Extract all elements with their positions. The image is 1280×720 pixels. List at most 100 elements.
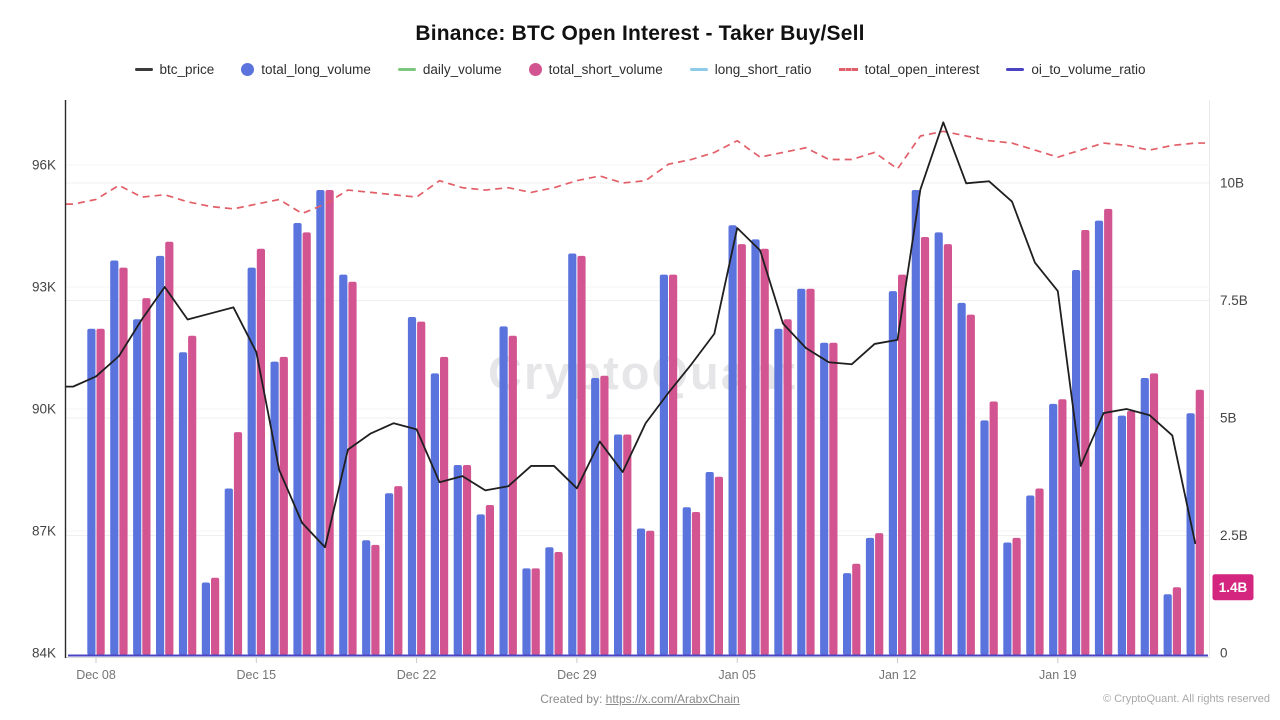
- bar-short-Dec 30: [600, 375, 609, 655]
- bar-short-Jan 09: [829, 342, 838, 655]
- legend-item-long_short_ratio[interactable]: long_short_ratio: [689, 62, 812, 77]
- bar-long-Dec 22: [407, 316, 417, 655]
- bar-long-Dec 31: [614, 434, 623, 655]
- legend-label: btc_price: [159, 62, 215, 77]
- bar-short-Dec 08: [96, 328, 105, 655]
- total_long_volume-marker-icon: [241, 63, 255, 76]
- legend-item-btc_price[interactable]: btc_price: [134, 62, 215, 77]
- legend-label: daily_volume: [422, 62, 502, 77]
- legend-label: total_long_volume: [261, 62, 371, 77]
- daily_volume-marker-icon: [397, 68, 416, 71]
- bar-long-Jan 14: [934, 232, 943, 655]
- bar-short-Jan 12: [898, 274, 907, 655]
- bar-long-Dec 13: [201, 582, 210, 655]
- bar-long-Jan 20: [1072, 269, 1081, 655]
- left-tick-label: 93K: [32, 280, 56, 295]
- right-axis-labels: 10B 7.5B 5B 2.5B 0: [1220, 176, 1248, 661]
- right-tick-label: 10B: [1220, 176, 1244, 191]
- bar-short-Jan 07: [783, 319, 792, 655]
- x-tick-label: Jan 19: [1039, 668, 1077, 682]
- legend-label: total_short_volume: [548, 62, 663, 77]
- bar-short-Dec 11: [165, 241, 174, 655]
- total_open_interest-marker-icon: [838, 68, 858, 71]
- bar-long-Dec 19: [339, 274, 348, 655]
- legend-item-total_open_interest[interactable]: total_open_interest: [838, 62, 979, 77]
- left-axis-labels: 96K 93K 90K 87K 84K: [32, 158, 56, 661]
- total_short_volume-marker-icon: [528, 63, 542, 76]
- copyright-text: © CryptoQuant. All rights reserved: [1102, 693, 1270, 705]
- legend-item-oi_to_volume_ratio[interactable]: oi_to_volume_ratio: [1006, 62, 1145, 77]
- bar-short-Dec 29: [577, 255, 586, 655]
- bar-long-Jan 01: [636, 528, 646, 655]
- bar-long-Jan 18: [1026, 495, 1035, 655]
- x-tick-label: Dec 08: [76, 668, 116, 682]
- bar-long-Jan 05: [728, 225, 737, 656]
- bar-long-Jan 10: [843, 573, 852, 655]
- bar-short-Dec 20: [371, 544, 380, 655]
- bar-short-Jan 18: [1035, 488, 1044, 655]
- bar-short-Dec 24: [462, 465, 472, 655]
- bar-short-Jan 11: [875, 533, 884, 655]
- bar-long-Jan 06: [751, 239, 760, 655]
- bar-long-Jan 09: [820, 342, 829, 655]
- x-tick-label: Jan 05: [718, 668, 756, 682]
- right-tick-label: 7.5B: [1220, 293, 1248, 308]
- legend-item-total_short_volume[interactable]: total_short_volume: [528, 62, 663, 77]
- bar-short-Jan 23: [1149, 373, 1159, 655]
- bar-long-Dec 14: [224, 488, 233, 655]
- bar-short-Dec 12: [188, 335, 197, 655]
- bar-long-Dec 15: [247, 267, 256, 655]
- bar-long-Dec 30: [591, 378, 600, 655]
- bar-long-Jan 19: [1049, 403, 1058, 655]
- x-tick-label: Dec 15: [236, 668, 276, 682]
- bar-long-Dec 08: [87, 328, 96, 655]
- bar-short-Dec 09: [119, 267, 128, 655]
- watermark-text: CryptoQuant: [488, 346, 797, 399]
- bar-long-Jan 11: [865, 537, 875, 655]
- long_short_ratio-marker-icon: [689, 68, 708, 71]
- bar-short-Dec 17: [302, 232, 311, 655]
- bar-short-Dec 16: [279, 356, 288, 655]
- bar-short-Jan 17: [1012, 537, 1021, 655]
- legend-label: oi_to_volume_ratio: [1031, 62, 1146, 77]
- bar-short-Jan 19: [1058, 399, 1067, 655]
- left-tick-label: 96K: [32, 158, 56, 173]
- bar-long-Jan 22: [1117, 415, 1126, 655]
- x-tick-label: Jan 12: [879, 668, 917, 682]
- bar-short-Jan 02: [669, 274, 678, 655]
- bar-short-Jan 14: [943, 244, 952, 655]
- bar-short-Jan 16: [989, 401, 998, 655]
- bar-long-Jan 17: [1003, 542, 1012, 655]
- bar-short-Dec 13: [211, 577, 220, 655]
- bar-short-Dec 25: [485, 504, 494, 655]
- bar-short-Dec 26: [508, 335, 517, 655]
- bar-long-Dec 18: [316, 190, 325, 656]
- bar-long-Jan 13: [911, 190, 920, 656]
- bar-long-Dec 10: [133, 319, 142, 655]
- last-value-badge: 1.4B: [1212, 574, 1254, 601]
- created-by-link[interactable]: https://x.com/ArabxChain: [605, 692, 740, 706]
- legend-item-total_long_volume[interactable]: total_long_volume: [241, 62, 371, 77]
- legend-item-daily_volume[interactable]: daily_volume: [397, 62, 502, 77]
- right-tick-label: 0: [1220, 646, 1228, 661]
- bar-long-Jan 23: [1140, 378, 1149, 655]
- right-tick-label: 5B: [1220, 411, 1237, 426]
- bar-short-Jan 10: [852, 563, 861, 655]
- page-title: Binance: BTC Open Interest - Taker Buy/S…: [415, 22, 865, 45]
- bar-long-Dec 21: [385, 493, 394, 655]
- bar-long-Dec 29: [568, 253, 577, 655]
- svg-text:1.4B: 1.4B: [1219, 580, 1248, 595]
- x-tick-label: Dec 29: [557, 668, 597, 682]
- bar-short-Dec 14: [233, 432, 243, 655]
- bar-short-Jan 22: [1127, 410, 1136, 655]
- bar-long-Jan 16: [980, 420, 989, 655]
- bar-long-Dec 25: [476, 514, 485, 655]
- bar-long-Jan 02: [659, 274, 668, 655]
- bar-short-Jan 13: [920, 237, 930, 656]
- bar-short-Dec 23: [440, 356, 449, 655]
- bar-short-Dec 31: [623, 434, 632, 655]
- bar-long-Dec 17: [293, 222, 302, 655]
- left-tick-label: 84K: [32, 646, 56, 661]
- bar-short-Jan 15: [966, 314, 975, 655]
